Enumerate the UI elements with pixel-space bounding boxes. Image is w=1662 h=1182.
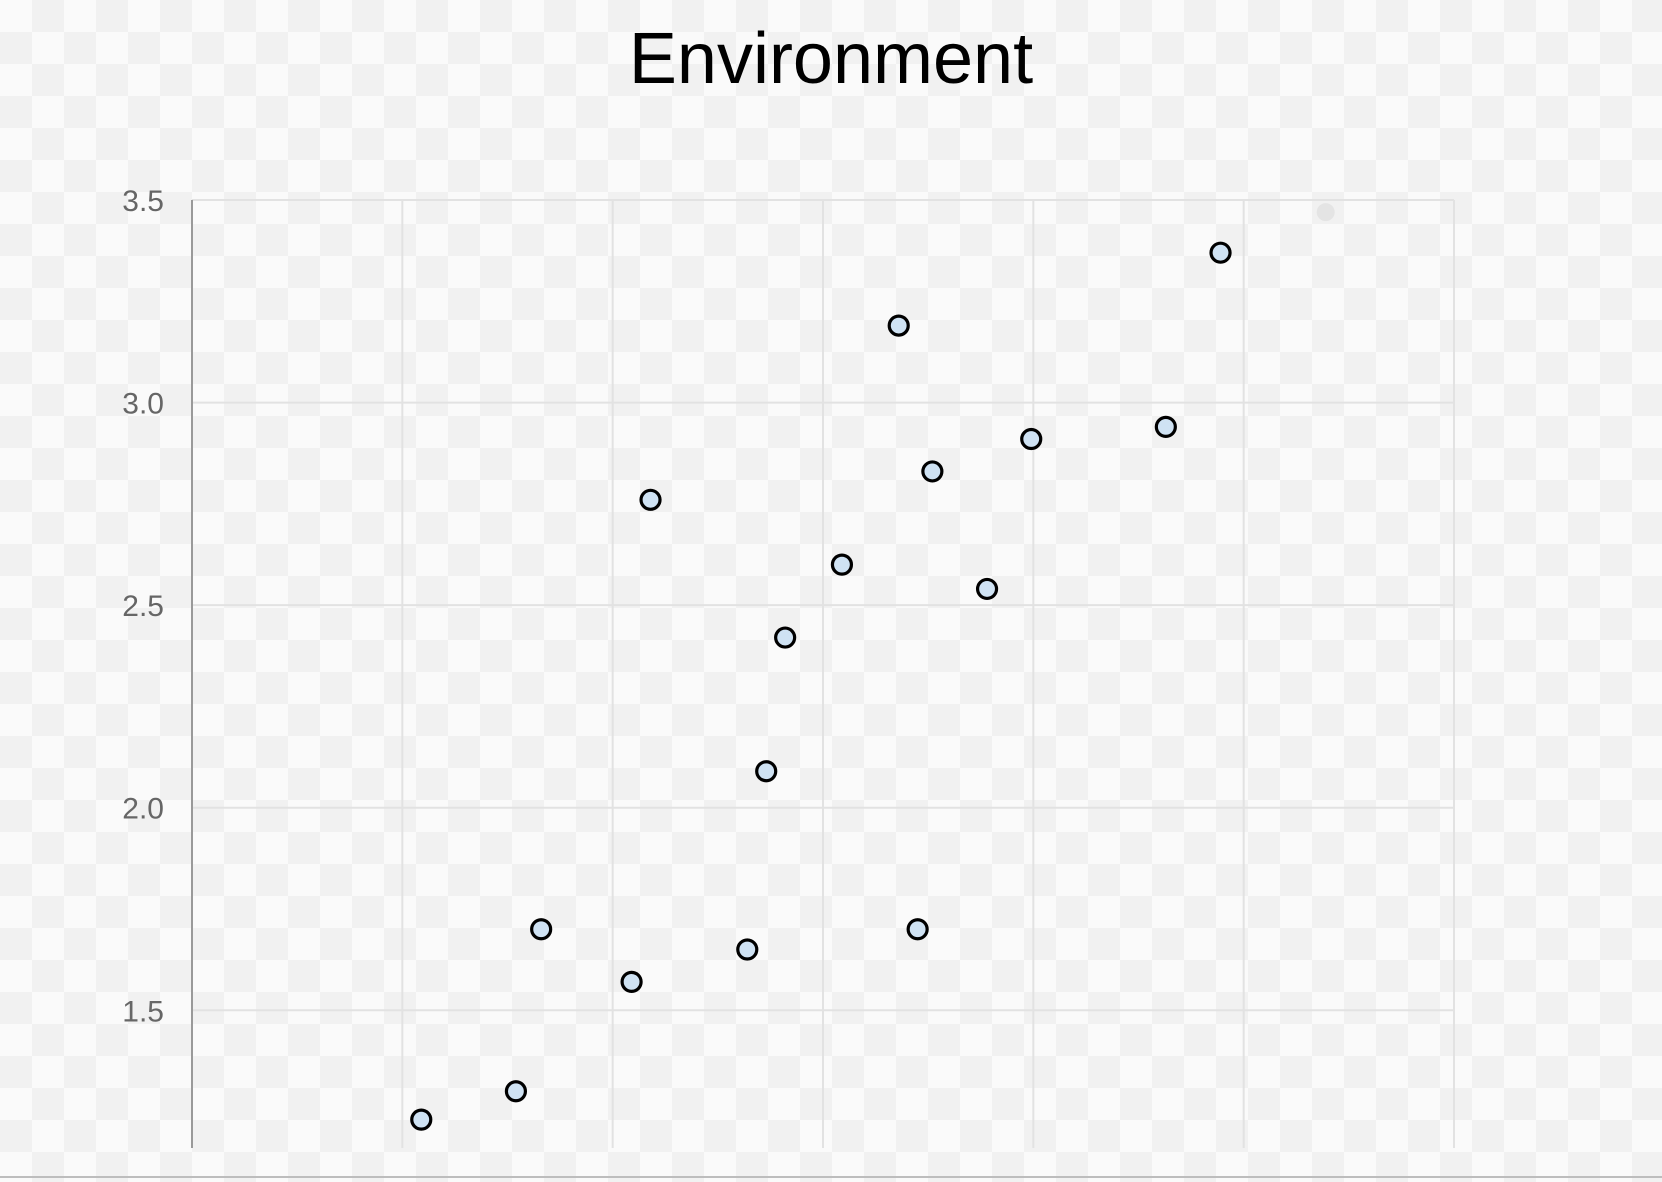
axes: 3.5 3.0 2.5 2.0 1.5 (122, 185, 193, 1148)
data-point (410, 1108, 433, 1131)
data-point (620, 970, 643, 993)
data-point (504, 1080, 528, 1103)
data-point (736, 938, 759, 961)
data-point (530, 918, 553, 941)
data-points (410, 203, 1335, 1131)
data-point (1154, 415, 1177, 438)
data-point (1209, 241, 1232, 264)
bottom-edge-divider (0, 1176, 1662, 1178)
data-point (921, 460, 944, 483)
grid (192, 199, 1455, 1148)
data-point (639, 488, 662, 511)
data-point (906, 918, 929, 941)
y-tick-label: 2.0 (122, 793, 164, 826)
data-point (887, 314, 910, 337)
y-tick-label: 1.5 (122, 995, 164, 1028)
y-tick-label: 3.0 (122, 388, 164, 421)
data-point (975, 577, 999, 601)
y-tick-label: 3.5 (122, 185, 164, 218)
data-point (1020, 427, 1043, 451)
data-point (830, 553, 854, 576)
chart-title: Environment (628, 19, 1034, 99)
data-point (755, 760, 778, 783)
y-tick-label: 2.5 (122, 590, 164, 623)
data-point (1316, 203, 1335, 222)
data-point (774, 626, 797, 649)
